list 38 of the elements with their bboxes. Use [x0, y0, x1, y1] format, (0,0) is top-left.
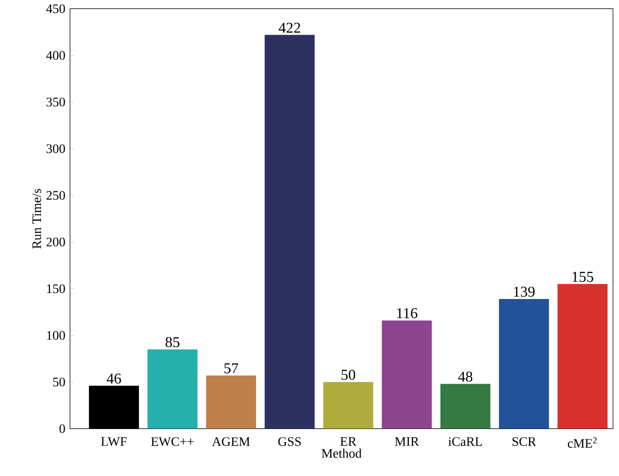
bar: [323, 382, 374, 429]
x-tick-label: SCR: [512, 437, 536, 446]
y-tick-label: 450: [46, 4, 65, 14]
y-tick-label: 400: [46, 51, 65, 60]
data-label: 50: [342, 370, 356, 380]
bar: [264, 34, 315, 429]
bar: [148, 350, 198, 429]
bar: [558, 284, 608, 429]
x-tick-label: MIR: [394, 437, 420, 446]
data-label: 155: [572, 272, 594, 282]
data-label: 139: [514, 286, 535, 297]
x-tick-label: iCaRL: [448, 437, 482, 446]
bar: [440, 384, 490, 429]
x-tick-label: AGEM: [212, 437, 250, 446]
x-tick-label: GSS: [278, 437, 301, 446]
data-label: 116: [397, 308, 418, 318]
y-tick-label: 350: [46, 98, 65, 107]
bar: [206, 376, 256, 429]
y-tick-label: 0: [59, 424, 65, 434]
bar: [382, 320, 432, 429]
x-tick-label: cME$^{2}$: [568, 437, 597, 448]
bar: [498, 299, 549, 429]
y-tick-label: 200: [46, 238, 65, 247]
data-label: 48: [458, 372, 472, 382]
data-label: 85: [166, 337, 180, 348]
y-tick-label: 300: [46, 144, 65, 154]
y-tick-label: 100: [47, 331, 65, 340]
x-tick-label: EWC++: [151, 437, 194, 446]
y-tick-label: 250: [46, 191, 65, 200]
data-label: 422: [278, 22, 300, 33]
x-tick-label: LWF: [101, 437, 127, 446]
y-tick-label: 150: [47, 284, 65, 294]
data-label: 46: [106, 374, 121, 384]
x-axis-title: Method: [322, 448, 362, 458]
data-label: 57: [224, 363, 238, 374]
x-tick-label: ER: [340, 437, 357, 446]
y-axis-title: Run Time/s: [32, 189, 42, 249]
y-tick-label: 50: [53, 378, 65, 387]
